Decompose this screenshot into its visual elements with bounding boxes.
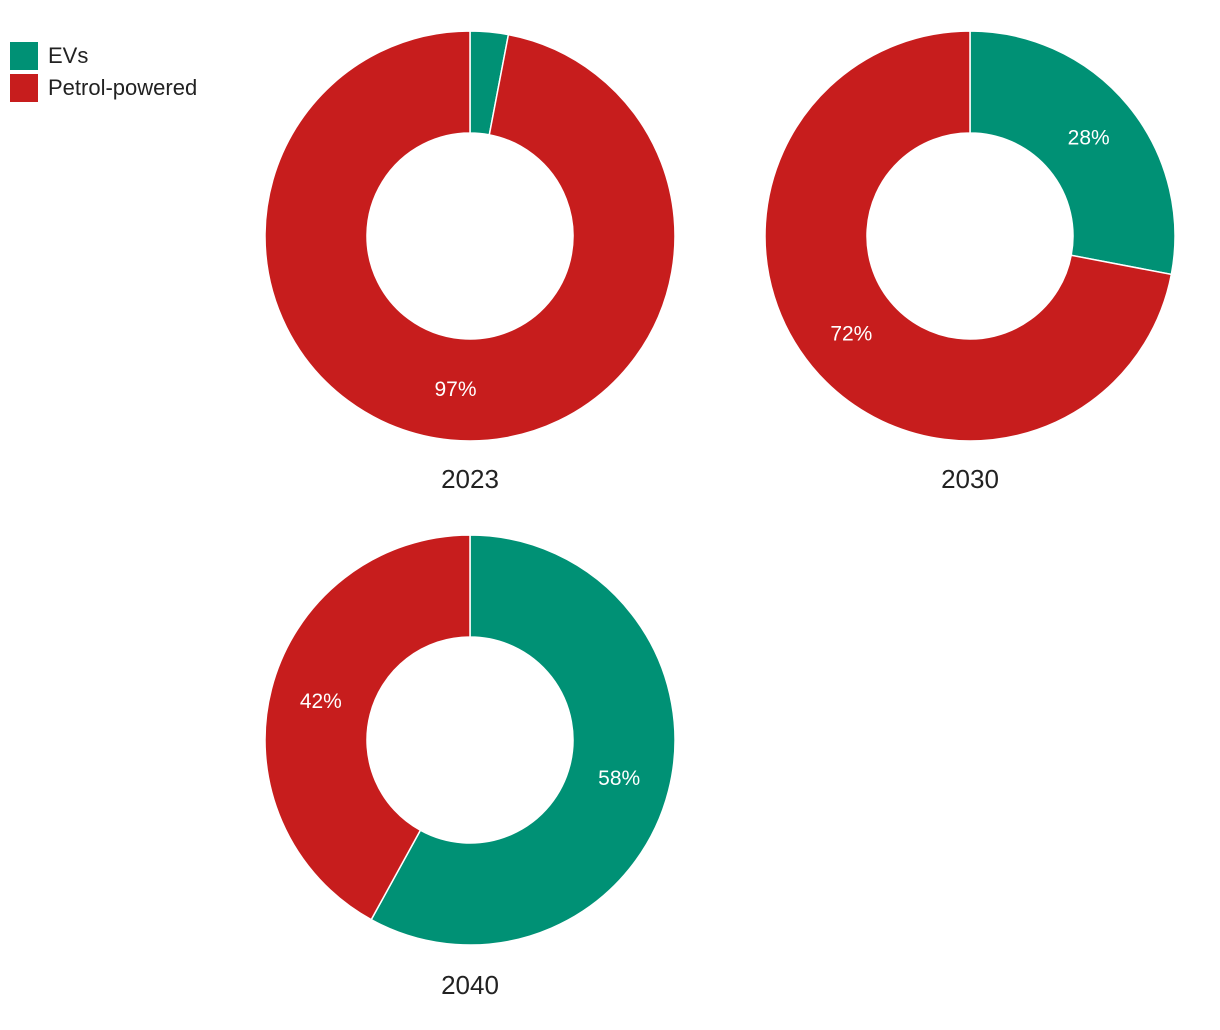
slice-2023-petrol-powered[interactable]	[264, 30, 676, 442]
legend-label-petrol-powered: Petrol-powered	[48, 75, 198, 100]
slice-label-2040-evs: 58%	[598, 767, 640, 790]
slice-2040-evs[interactable]	[370, 534, 676, 946]
chart-title-2023: 2023	[441, 464, 499, 494]
legend-label-evs: EVs	[48, 43, 89, 68]
legend-swatch-evs	[10, 42, 38, 70]
chart-title-2030: 2030	[941, 464, 999, 494]
legend-swatch-petrol-powered	[10, 74, 38, 102]
legend: EVs Petrol-powered	[10, 40, 197, 104]
legend-item-petrol-powered[interactable]: Petrol-powered	[10, 72, 197, 104]
slice-2040-petrol-powered[interactable]	[264, 534, 471, 921]
slice-label-2030-petrol-powered: 72%	[830, 323, 872, 346]
slice-label-2030-evs: 28%	[1068, 126, 1110, 149]
slice-2030-evs[interactable]	[969, 30, 1176, 276]
slice-label-2040-petrol-powered: 42%	[300, 690, 342, 713]
slice-label-2023-petrol-powered: 97%	[434, 378, 476, 401]
slice-2030-petrol-powered[interactable]	[764, 30, 1173, 442]
chart-title-2040: 2040	[441, 970, 499, 1000]
legend-item-evs[interactable]: EVs	[10, 40, 197, 72]
